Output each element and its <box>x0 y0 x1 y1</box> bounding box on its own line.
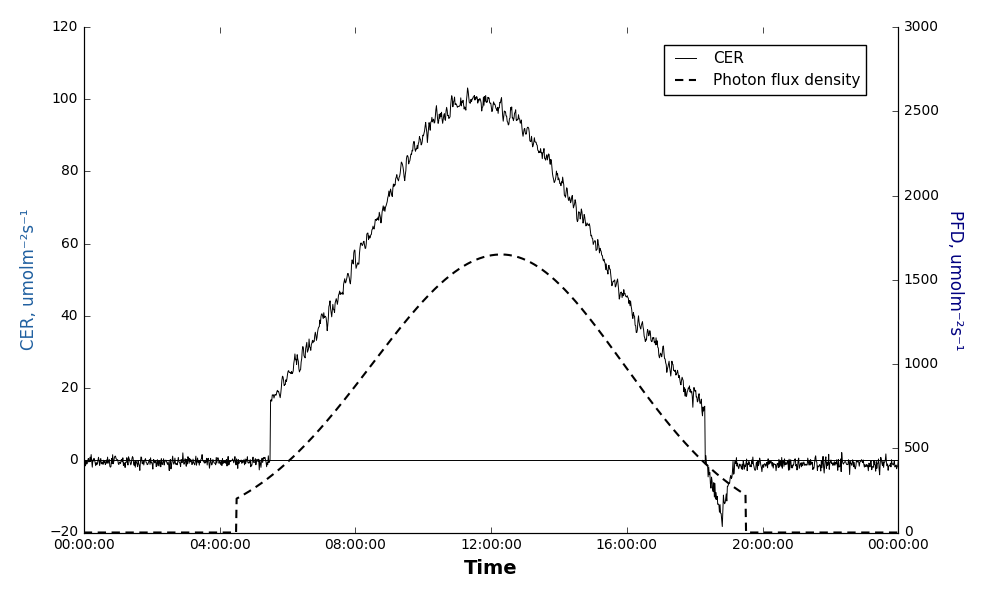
CER <box>461 84 473 91</box>
CER <box>239 455 251 462</box>
CER <box>716 523 728 530</box>
CER <box>350 265 362 272</box>
Y-axis label: CER, umolm⁻²s⁻¹: CER, umolm⁻²s⁻¹ <box>20 209 38 350</box>
Photon flux density <box>239 490 251 498</box>
CER <box>725 472 737 479</box>
Photon flux density <box>259 477 271 484</box>
CER <box>78 457 90 464</box>
Photon flux density <box>724 481 736 488</box>
Photon flux density <box>78 529 90 536</box>
Photon flux density <box>495 251 507 258</box>
Legend: CER, Photon flux density: CER, Photon flux density <box>664 45 866 94</box>
Photon flux density <box>350 382 362 389</box>
CER <box>797 462 809 469</box>
Photon flux density <box>796 529 808 536</box>
CER <box>259 454 271 461</box>
X-axis label: Time: Time <box>464 559 518 578</box>
CER <box>618 286 630 293</box>
Line: Photon flux density: Photon flux density <box>84 255 898 532</box>
Photon flux density <box>618 361 630 368</box>
CER <box>892 457 904 464</box>
Line: CER: CER <box>84 88 898 527</box>
Photon flux density <box>892 529 904 536</box>
Y-axis label: PFD, umolm⁻²s⁻¹: PFD, umolm⁻²s⁻¹ <box>946 209 964 350</box>
